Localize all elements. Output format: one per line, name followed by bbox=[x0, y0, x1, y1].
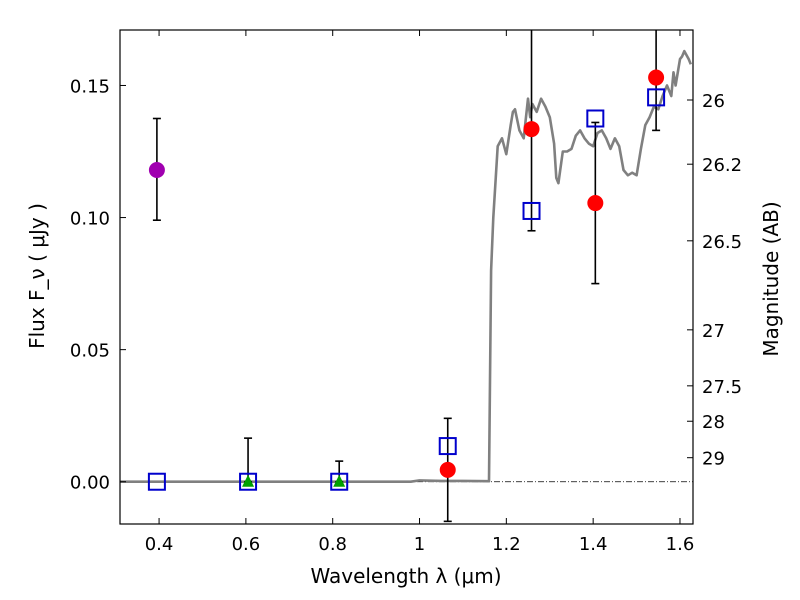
data-point-circle bbox=[648, 69, 665, 86]
x-tick-label: 1.2 bbox=[492, 534, 521, 555]
model-point-square bbox=[330, 472, 349, 491]
axes: 0.4 0.6 0.8 1 1.2 1.4 1.6 0.00 0.05 0.10 0.15 26 26.… bbox=[70, 29, 742, 555]
data-point-circle bbox=[439, 461, 456, 478]
model-point-square bbox=[522, 201, 541, 220]
y-tick-label: 0.00 bbox=[70, 473, 110, 494]
model-point-square bbox=[586, 109, 605, 128]
x-tick-label: 1.6 bbox=[666, 534, 695, 555]
right-tick-label: 27.5 bbox=[702, 377, 742, 398]
right-tick-label: 27 bbox=[702, 321, 725, 342]
data-point-triangle bbox=[242, 474, 255, 487]
right-tick-label: 26.2 bbox=[702, 155, 742, 176]
x-tick-label: 0.8 bbox=[318, 534, 347, 555]
right-tick-label: 26.5 bbox=[702, 232, 742, 253]
sed-line bbox=[120, 49, 693, 483]
right-tick-label: 26 bbox=[702, 91, 725, 112]
y-tick-label: 0.10 bbox=[70, 209, 110, 230]
model-point-square bbox=[647, 88, 666, 107]
data-point-triangle bbox=[333, 474, 346, 487]
right-tick-label: 29 bbox=[702, 449, 725, 470]
y-tick-label: 0.15 bbox=[70, 76, 110, 97]
model-point-square bbox=[438, 437, 457, 456]
plot-frame bbox=[119, 29, 694, 525]
x-tick-label: 0.4 bbox=[145, 534, 174, 555]
x-tick-label: 1 bbox=[414, 534, 425, 555]
x-axis-title: Wavelength λ (μm) bbox=[310, 564, 501, 588]
plot-area bbox=[120, 30, 693, 523]
data-point-circle bbox=[587, 195, 604, 212]
data-point-circle bbox=[148, 162, 165, 179]
y-tick-label: 0.05 bbox=[70, 341, 110, 362]
data-point-circle bbox=[523, 121, 540, 138]
x-tick-label: 1.4 bbox=[579, 534, 608, 555]
model-point-square bbox=[239, 472, 258, 491]
right-axis-title: Magnitude (AB) bbox=[759, 201, 783, 356]
right-tick-label: 28 bbox=[702, 412, 725, 433]
model-point-square bbox=[147, 472, 166, 491]
x-tick-label: 0.6 bbox=[232, 534, 261, 555]
y-axis-title: Flux F_ν ( μJy ) bbox=[25, 203, 49, 349]
